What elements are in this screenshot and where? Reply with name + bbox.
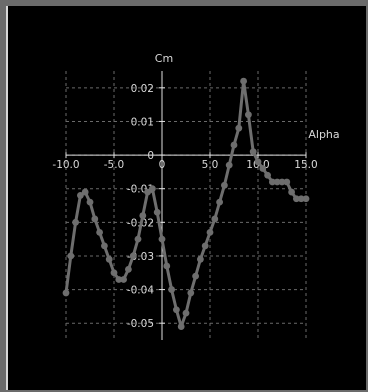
- axes: [66, 71, 306, 340]
- data-point: [216, 198, 224, 206]
- x-tick-label: 15.0: [294, 159, 317, 171]
- data-point: [72, 218, 79, 226]
- data-point: [110, 269, 118, 277]
- data-point: [245, 111, 252, 119]
- series: [62, 77, 310, 330]
- data-point: [134, 235, 142, 243]
- data-point: [201, 242, 209, 250]
- data-point: [120, 276, 127, 283]
- data-point: [293, 195, 300, 203]
- data-point: [240, 77, 248, 85]
- data-point: [91, 215, 99, 223]
- data-point: [105, 255, 113, 263]
- data-point: [182, 309, 190, 317]
- data-point: [149, 185, 156, 193]
- window-edge: [6, 6, 8, 390]
- data-point: [86, 198, 94, 206]
- data-point: [302, 195, 310, 203]
- data-point: [192, 272, 200, 280]
- data-point: [187, 289, 195, 297]
- data-point: [124, 265, 132, 273]
- y-axis-label: Cm: [155, 52, 173, 65]
- data-point: [168, 286, 176, 293]
- x-axis-label: Alpha: [308, 128, 339, 141]
- x-tick-label: -10.0: [52, 159, 79, 171]
- data-point: [101, 242, 108, 250]
- data-point: [62, 289, 70, 297]
- data-point: [230, 141, 238, 149]
- y-tick-label: 0.01: [131, 116, 154, 128]
- data-point: [163, 262, 171, 270]
- data-point: [158, 235, 166, 243]
- y-tick-label: -0.05: [127, 318, 154, 330]
- data-point: [115, 276, 123, 283]
- data-point: [249, 148, 257, 156]
- data-point: [129, 252, 137, 260]
- data-point: [177, 323, 185, 330]
- ticks: -10.0-5.005.010.015.00.020.010-0.01-0.02…: [52, 83, 317, 330]
- data-point: [81, 188, 89, 196]
- data-point: [225, 161, 233, 169]
- data-point: [235, 124, 243, 132]
- data-point: [283, 178, 291, 186]
- data-point: [67, 252, 75, 260]
- data-point: [144, 188, 152, 196]
- data-point: [254, 158, 262, 166]
- y-tick-label: 0.02: [131, 83, 154, 95]
- data-point: [264, 171, 271, 179]
- data-point: [96, 229, 103, 236]
- x-tick-label: 5.0: [202, 159, 219, 171]
- data-point: [153, 208, 161, 216]
- data-point: [278, 178, 286, 186]
- data-point: [206, 229, 214, 236]
- data-point: [269, 178, 276, 186]
- data-point: [273, 178, 281, 186]
- data-point: [259, 165, 267, 172]
- x-tick-label: -5.0: [104, 159, 125, 171]
- data-point: [77, 192, 84, 199]
- x-tick-label: 0: [159, 159, 166, 171]
- grid: [65, 71, 307, 340]
- data-point: [221, 181, 228, 189]
- data-point: [211, 215, 219, 223]
- data-point: [197, 255, 204, 263]
- data-point: [297, 195, 305, 203]
- data-point: [173, 306, 180, 314]
- y-tick-label: -0.04: [127, 285, 154, 297]
- data-point: [288, 188, 295, 196]
- y-tick-label: 0: [147, 150, 154, 162]
- data-point: [139, 212, 147, 219]
